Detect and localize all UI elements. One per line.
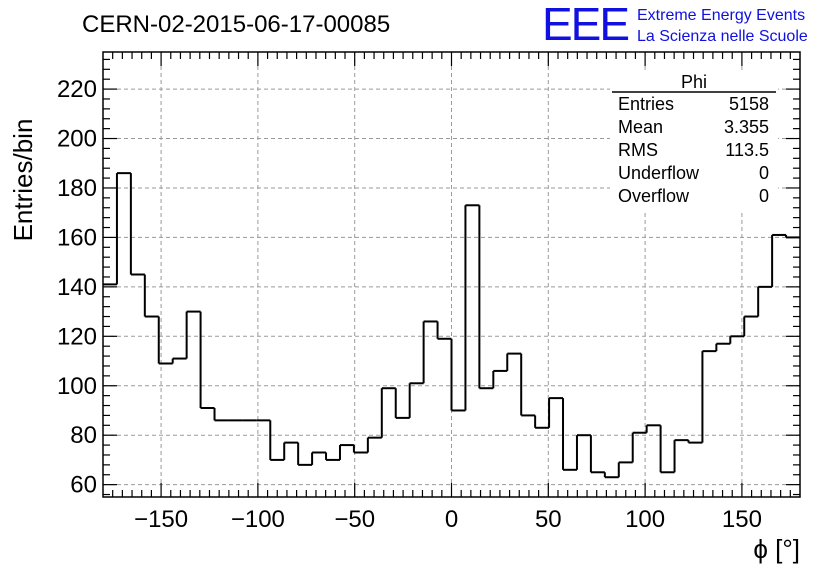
x-tick-label: −150	[134, 506, 188, 533]
stats-entries-label: Entries	[618, 94, 674, 114]
histogram-bars	[103, 172, 800, 479]
stats-underflow-value: 0	[759, 163, 769, 183]
y-tick-label: 120	[57, 323, 97, 350]
stats-overflow-value: 0	[759, 186, 769, 206]
logo-line-2: La Scienza nelle Scuole	[637, 28, 808, 45]
x-tick-label: 100	[625, 506, 665, 533]
x-tick-label: −50	[334, 506, 375, 533]
y-axis-title: Entries/bin	[8, 119, 38, 242]
stats-box-bg	[610, 72, 778, 210]
stats-box: Phi Entries 5158 Mean 3.355 RMS 113.5 Un…	[610, 72, 778, 210]
stats-overflow-label: Overflow	[618, 186, 690, 206]
y-tick-label: 140	[57, 274, 97, 301]
logo-mark: EEE	[542, 0, 628, 50]
x-tick-label: −100	[231, 506, 285, 533]
eee-logo: EEE Extreme Energy Events La Scienza nel…	[542, 0, 808, 50]
stats-rms-label: RMS	[618, 140, 658, 160]
stats-underflow-label: Underflow	[618, 163, 700, 183]
y-tick-label: 80	[70, 422, 97, 449]
logo-line-1: Extreme Energy Events	[637, 7, 805, 24]
x-tick-label: 150	[722, 506, 762, 533]
x-axis-title: ϕ [°]	[753, 534, 800, 564]
stats-entries-value: 5158	[729, 94, 769, 114]
stats-rms-value: 113.5	[725, 140, 769, 160]
x-tick-label: 50	[535, 506, 562, 533]
stats-title: Phi	[681, 72, 707, 92]
axis-ticks	[103, 52, 800, 497]
y-tick-label: 180	[57, 175, 97, 202]
y-tick-label: 200	[57, 126, 97, 153]
y-tick-label: 160	[57, 224, 97, 251]
stats-mean-label: Mean	[618, 117, 663, 137]
y-tick-label: 60	[70, 472, 97, 499]
tick-labels: −150 −100 −50 0 50 100 150 60 80 100 120 140 160 180 2…	[57, 76, 762, 533]
y-tick-label: 220	[57, 76, 97, 103]
x-tick-label: 0	[445, 506, 458, 533]
chart-title: CERN-02-2015-06-17-00085	[82, 11, 390, 38]
y-tick-label: 100	[57, 373, 97, 400]
plot-frame	[102, 51, 801, 498]
stats-mean-value: 3.355	[724, 117, 769, 137]
